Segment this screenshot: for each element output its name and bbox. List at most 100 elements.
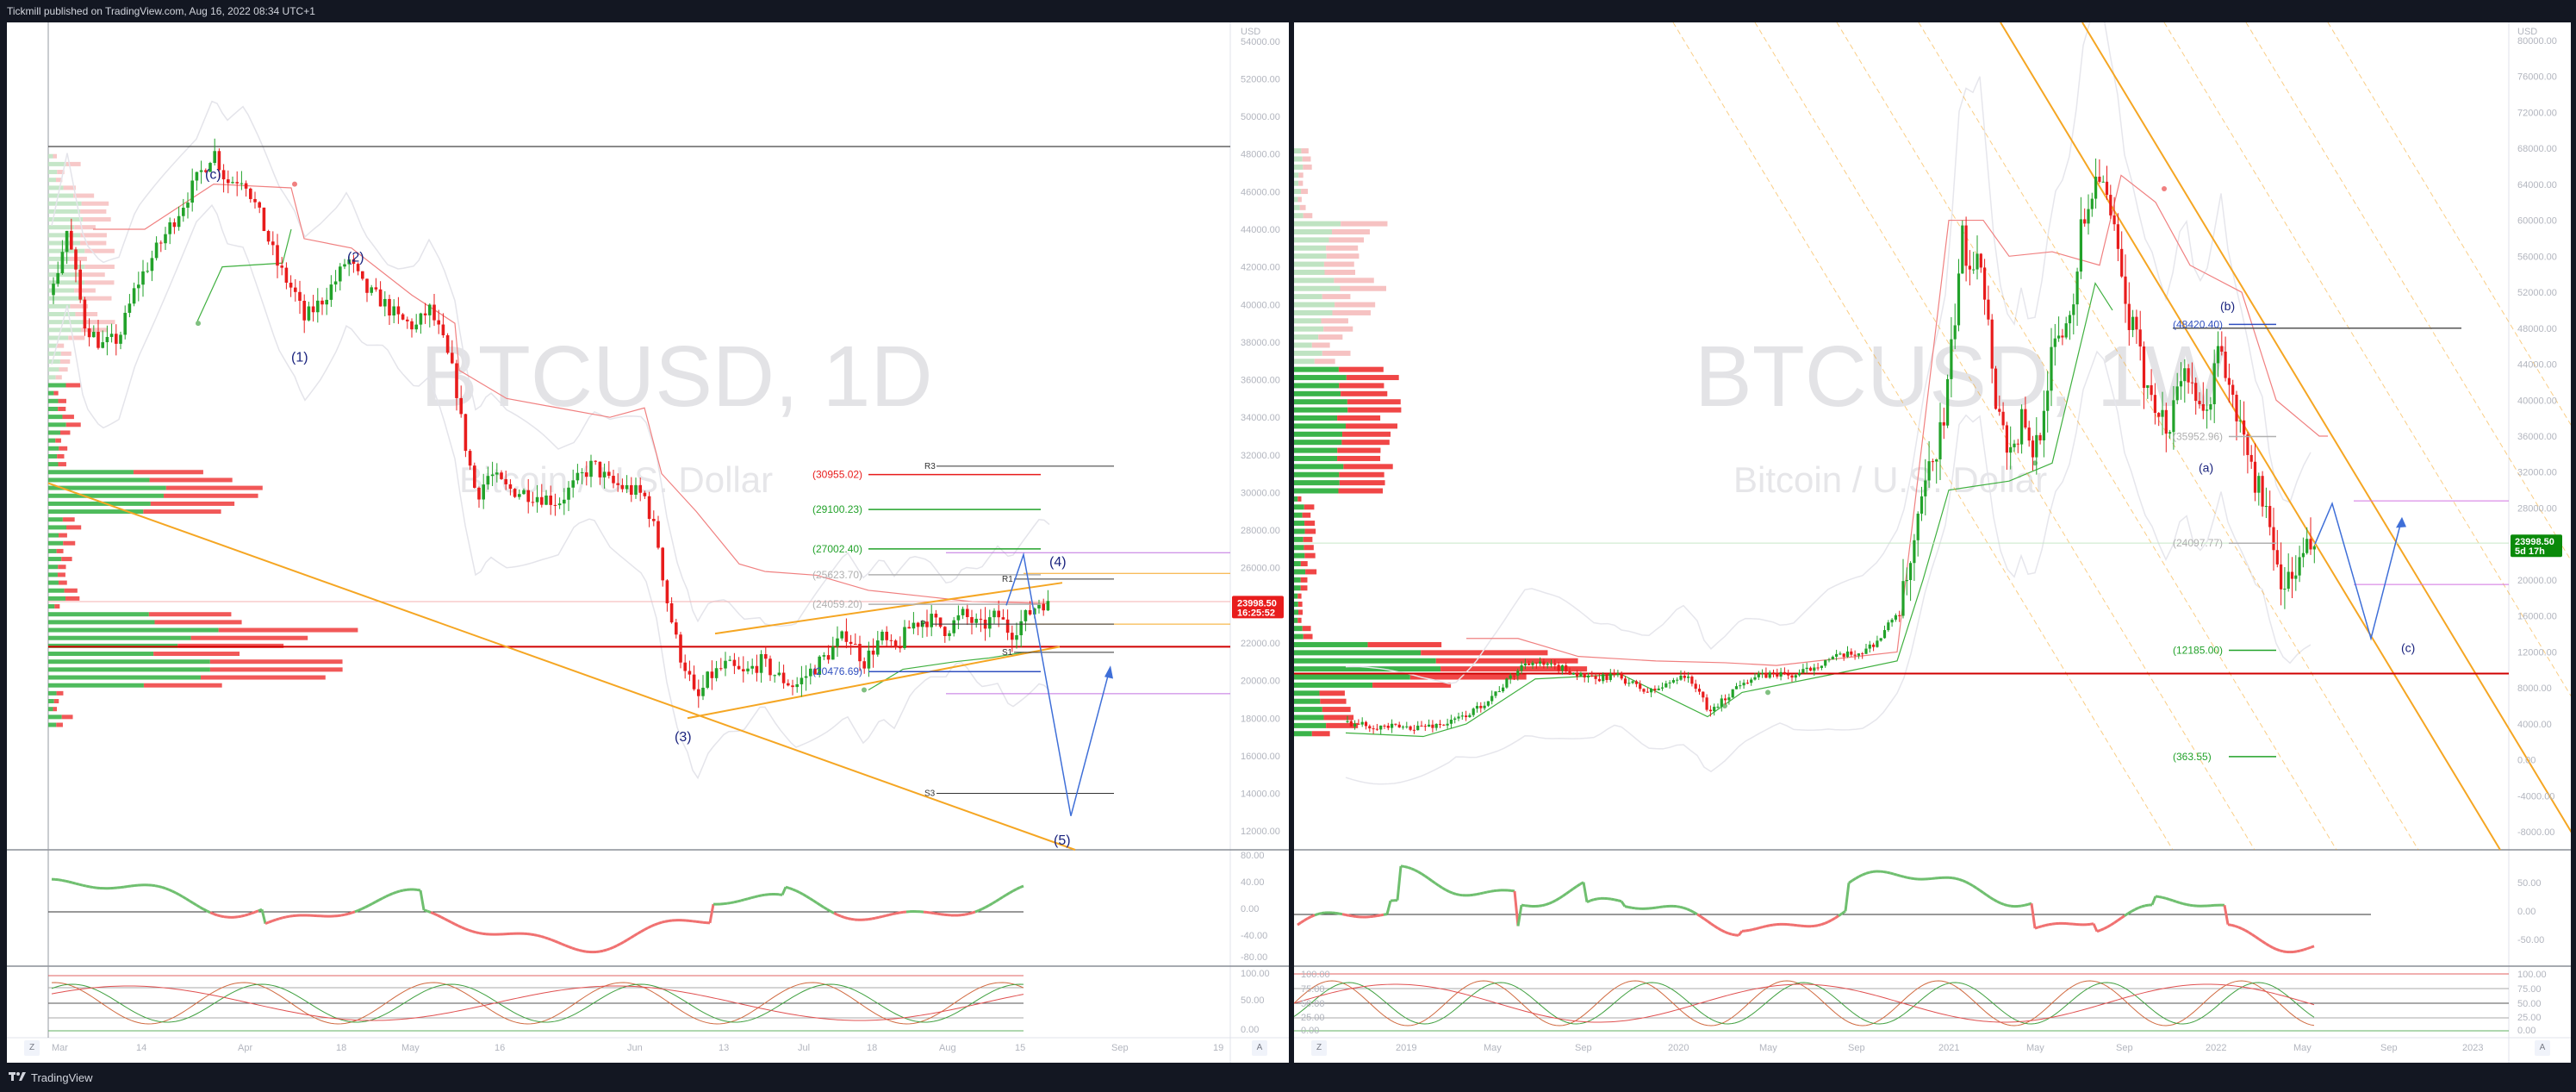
momentum-oscillator [1989, 895, 1994, 901]
auto-scale-button[interactable]: A [1252, 1040, 1267, 1056]
candle-body [70, 230, 73, 250]
stoch-slow [51, 985, 1024, 1021]
volume-profile-bar-down [1297, 496, 1302, 502]
wave-label: (4) [1049, 555, 1067, 570]
volume-profile-bar-down [62, 415, 74, 420]
momentum-oscillator [1910, 877, 1915, 881]
momentum-oscillator [640, 928, 645, 933]
zoom-button[interactable]: Z [1311, 1040, 1327, 1056]
volume-profile-bar-down [1346, 375, 1399, 381]
candle-body [1409, 726, 1412, 730]
candle-body [1616, 673, 1620, 675]
zoom-button[interactable]: Z [24, 1040, 40, 1056]
time-axis[interactable]: 2019 May Sep 2020 May Sep 2021 May Sep 2022 May Sep… [1396, 1043, 2483, 1053]
momentum-oscillator [199, 906, 204, 911]
volume-profile-bar-up [1294, 666, 1441, 672]
candle-body [1716, 706, 1720, 708]
momentum-oscillator [175, 891, 180, 896]
candle-body [714, 668, 719, 678]
momentum-oscillator [1755, 927, 1760, 931]
volume-profile-bar-up [48, 565, 59, 570]
price-tick-label: 40000.00 [2517, 396, 2557, 406]
momentum-oscillator [1545, 902, 1550, 907]
volume-profile-bar-up [48, 303, 71, 309]
candle-body [231, 182, 234, 184]
momentum-oscillator [89, 885, 94, 889]
candle-body [2042, 410, 2045, 440]
candle-body [1639, 683, 1642, 690]
candle-body [692, 674, 696, 690]
candle-body [585, 472, 588, 477]
candle-body [1346, 721, 1349, 722]
trailing-stop-green [1345, 282, 2113, 738]
candle-body [1890, 619, 1894, 623]
candle-body [1853, 654, 1857, 656]
momentum-oscillator [871, 916, 876, 920]
volume-profile-bar-down [1303, 633, 1313, 640]
candle-body [544, 495, 548, 505]
daily-chart-canvas[interactable]: BTCUSD, 1D Bitcoin / U.S. Dollar (30955.… [7, 22, 1289, 1063]
candle-body [1727, 697, 1731, 701]
volume-profile-bar-down [81, 201, 109, 206]
candle-body [2231, 384, 2235, 396]
momentum-oscillator [940, 913, 945, 916]
price-tick-label: -4000.00 [2517, 791, 2554, 802]
momentum-oscillator [1414, 869, 1419, 873]
candle-body [2268, 506, 2272, 527]
candle-body [1571, 672, 1575, 675]
candle-body [388, 298, 391, 316]
candle-body [2146, 384, 2150, 389]
candle-body [123, 312, 127, 335]
candle-body [719, 668, 723, 670]
volume-profile-bar-down [58, 580, 67, 585]
candle-body [612, 476, 615, 484]
candle-body [1423, 726, 1427, 727]
candle-body [74, 249, 78, 270]
candle-body [1605, 674, 1608, 680]
volume-profile-bar-down [1322, 294, 1351, 300]
candle-body [1416, 725, 1420, 731]
stoch-d [51, 983, 1024, 1023]
weekly-chart-canvas[interactable]: BTCUSD, 1W Bitcoin / U.S. Dollar (48420.… [1294, 22, 2571, 1063]
volume-profile-bar-down [60, 351, 72, 356]
price-tick-label: 36000.00 [1241, 376, 1280, 386]
candle-body [647, 496, 651, 520]
time-axis[interactable]: Mar 14 Apr 18 May 16 Jun 13 Jul 18 Aug 15 Sep 19 [52, 1043, 1223, 1053]
candle-body [311, 306, 315, 313]
volume-profile-bar-up [1294, 593, 1298, 599]
candle-body [500, 472, 503, 479]
momentum-oscillator [68, 880, 73, 884]
momentum-oscillator [2179, 901, 2184, 905]
auto-scale-button[interactable]: A [2535, 1040, 2550, 1056]
candle-body [1608, 673, 1612, 680]
candle-body [1042, 603, 1045, 611]
last-price-box [1232, 596, 1284, 619]
momentum-oscillator [437, 914, 442, 919]
momentum-oscillator [878, 914, 883, 919]
candle-body [419, 313, 423, 325]
volume-profile-bar-down [68, 335, 85, 340]
volume-profile-bar-up [48, 596, 65, 601]
candle-body [2209, 403, 2212, 410]
momentum-oscillator [1445, 889, 1450, 893]
candle-body [679, 634, 682, 663]
candle-body [634, 484, 638, 496]
volume-profile-bar-up [1294, 609, 1298, 615]
candle-body [374, 287, 378, 290]
momentum-oscillator [430, 911, 435, 915]
candle-body [2198, 401, 2201, 404]
chart-panel-weekly[interactable]: BTCUSD, 1W Bitcoin / U.S. Dollar (48420.… [1294, 22, 2571, 1063]
price-tick-label: -8000.00 [2517, 827, 2554, 838]
volume-profile-bar-down [59, 533, 67, 538]
momentum-oscillator [1865, 870, 1870, 875]
volume-profile-bar-up [48, 390, 54, 396]
time-tick-label: Sep [2380, 1043, 2398, 1053]
volume-profile-bar-up [1294, 294, 1322, 300]
chart-panel-daily[interactable]: BTCUSD, 1D Bitcoin / U.S. Dollar (30955.… [7, 22, 1289, 1063]
candle-body [1671, 680, 1675, 683]
candle-body [2172, 400, 2175, 433]
momentum-oscillator [1958, 877, 1963, 883]
candle-body [1794, 675, 1797, 678]
